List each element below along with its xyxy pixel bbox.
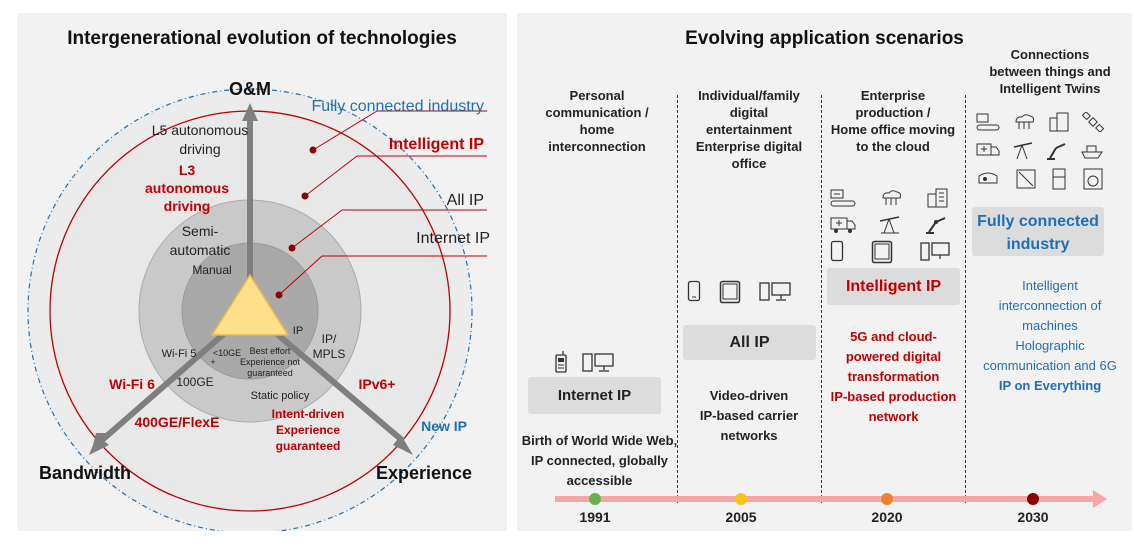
year-2030: 2030 xyxy=(1017,509,1049,525)
static-policy-label: Static policy xyxy=(251,390,310,402)
left-panel: Intergenerational evolution of technolog… xyxy=(17,13,507,531)
vr-headset-icon xyxy=(978,172,998,184)
timeline-arrow-icon xyxy=(1093,490,1107,508)
era2-header: Individual/family digital entertainment … xyxy=(695,88,803,171)
100ge-label: 100GE xyxy=(176,375,213,389)
satellite-icon xyxy=(1082,112,1104,132)
era4-icons xyxy=(976,112,1104,190)
best-effort-label-line1: Best effort xyxy=(250,346,291,356)
conveyor-icon xyxy=(830,189,856,207)
solar-panel-icon xyxy=(1016,169,1036,189)
robot-arm-icon xyxy=(926,217,946,234)
wifi5-label: Wi-Fi 5 xyxy=(162,348,197,360)
era2-icons xyxy=(687,280,791,304)
internet-ip-tag: Internet IP xyxy=(528,377,661,414)
desktop-computer-icon xyxy=(582,353,614,372)
right-panel-title: Evolving application scenarios xyxy=(685,28,964,49)
ip-mpls-label-line2: MPLS xyxy=(313,347,346,361)
era1-header: Personal communication / home interconne… xyxy=(545,88,649,154)
timeline-dot-2030 xyxy=(1027,493,1039,505)
era-divider xyxy=(821,95,822,503)
building-icon xyxy=(1049,112,1069,132)
semi-automatic-label-line2: automatic xyxy=(170,242,231,258)
400ge-flexe-label: 400GE/FlexE xyxy=(135,414,220,430)
l3-label-line1: L3 xyxy=(179,162,196,178)
intelligent-ip-tag: Intelligent IP xyxy=(827,268,960,305)
timeline xyxy=(555,490,1107,508)
era2-description: Video-driven IP-based carrier networks xyxy=(699,388,799,443)
manual-label: Manual xyxy=(192,263,231,277)
desktop-computer-icon xyxy=(920,242,950,261)
semi-automatic-label-line1: Semi- xyxy=(182,223,219,239)
fully-connected-industry-tag: Fully connected industry xyxy=(972,207,1104,256)
right-panel: Evolving application scenarios Personal … xyxy=(517,13,1132,531)
desktop-computer-icon xyxy=(759,282,791,301)
timeline-dot-2005 xyxy=(735,493,747,505)
era1-icons xyxy=(554,351,614,373)
robot-arm-icon xyxy=(1047,143,1066,160)
l5-label-line1: L5 autonomous xyxy=(152,122,249,138)
lt10ge-label-line1: <10GE xyxy=(213,348,241,358)
era3-icons xyxy=(830,188,950,264)
year-2005: 2005 xyxy=(725,509,757,525)
era3-header: Enterprise production / Home office movi… xyxy=(830,88,956,154)
year-1991: 1991 xyxy=(579,509,611,525)
oil-pump-icon xyxy=(1013,142,1032,160)
best-effort-label-line2: Experience not xyxy=(240,357,301,367)
era4-description: Intelligent interconnection of machines … xyxy=(983,278,1117,393)
new-ip-label: New IP xyxy=(421,418,467,434)
wifi6-label: Wi-Fi 6 xyxy=(109,376,155,392)
bandwidth-axis-label: Bandwidth xyxy=(39,463,131,483)
tablet-icon xyxy=(871,240,893,264)
left-panel-title: Intergenerational evolution of technolog… xyxy=(67,28,457,49)
ambulance-icon xyxy=(830,217,856,233)
washing-machine-icon xyxy=(1083,168,1103,190)
building-icon xyxy=(927,188,948,208)
era-divider xyxy=(677,95,678,503)
internet-ip-label: Internet IP xyxy=(416,230,490,247)
cloud-network-icon xyxy=(1015,114,1035,129)
all-ip-label: All IP xyxy=(447,192,484,209)
era1-description: Birth of World Wide Web, IP connected, g… xyxy=(521,433,678,488)
best-effort-label-line3: guaranteed xyxy=(247,368,293,378)
timeline-dot-1991 xyxy=(589,493,601,505)
ipv6plus-label: IPv6+ xyxy=(359,376,396,392)
cloud-network-icon xyxy=(882,190,902,205)
om-arrow-icon xyxy=(242,103,258,121)
era4-header: Connections between things and Intellige… xyxy=(989,47,1111,96)
experience-arrow-icon xyxy=(393,435,413,455)
ambulance-icon xyxy=(976,143,1000,156)
ship-icon xyxy=(1081,145,1103,159)
conveyor-icon xyxy=(976,113,1000,131)
l5-label-line2: driving xyxy=(179,141,220,157)
tablet-icon xyxy=(719,280,741,304)
timeline-bar xyxy=(555,496,1095,502)
l3-label-line3: driving xyxy=(164,198,211,214)
smartphone-icon xyxy=(830,240,844,262)
intelligent-ip-label: Intelligent IP xyxy=(389,136,484,153)
ip-mpls-label-line1: IP/ xyxy=(322,332,337,346)
all-ip-tag: All IP xyxy=(683,325,816,360)
core-triangle xyxy=(210,273,290,336)
refrigerator-icon xyxy=(1052,168,1066,190)
oil-pump-icon xyxy=(879,216,900,234)
lt10ge-label-line2: + xyxy=(210,357,215,367)
om-axis-label: O&M xyxy=(229,79,271,99)
intent-driven-label-line2: Experience xyxy=(276,423,340,437)
experience-axis-label: Experience xyxy=(376,463,472,483)
l3-label-line2: autonomous xyxy=(145,180,229,196)
era-divider xyxy=(965,95,966,503)
timeline-dot-2020 xyxy=(881,493,893,505)
year-2020: 2020 xyxy=(871,509,903,525)
ip-label: IP xyxy=(293,325,303,337)
smartphone-icon xyxy=(687,280,701,302)
era3-description: 5G and cloud- powered digital transforma… xyxy=(830,329,957,424)
mobile-phone-icon xyxy=(555,351,567,373)
intent-driven-label-line1: Intent-driven xyxy=(272,407,345,421)
intent-driven-label-line3: guaranteed xyxy=(276,439,341,453)
fully-connected-industry-label: Fully connected industry xyxy=(311,98,484,115)
evolution-diagram: O&M Bandwidth Experience Fully connected… xyxy=(27,79,490,531)
